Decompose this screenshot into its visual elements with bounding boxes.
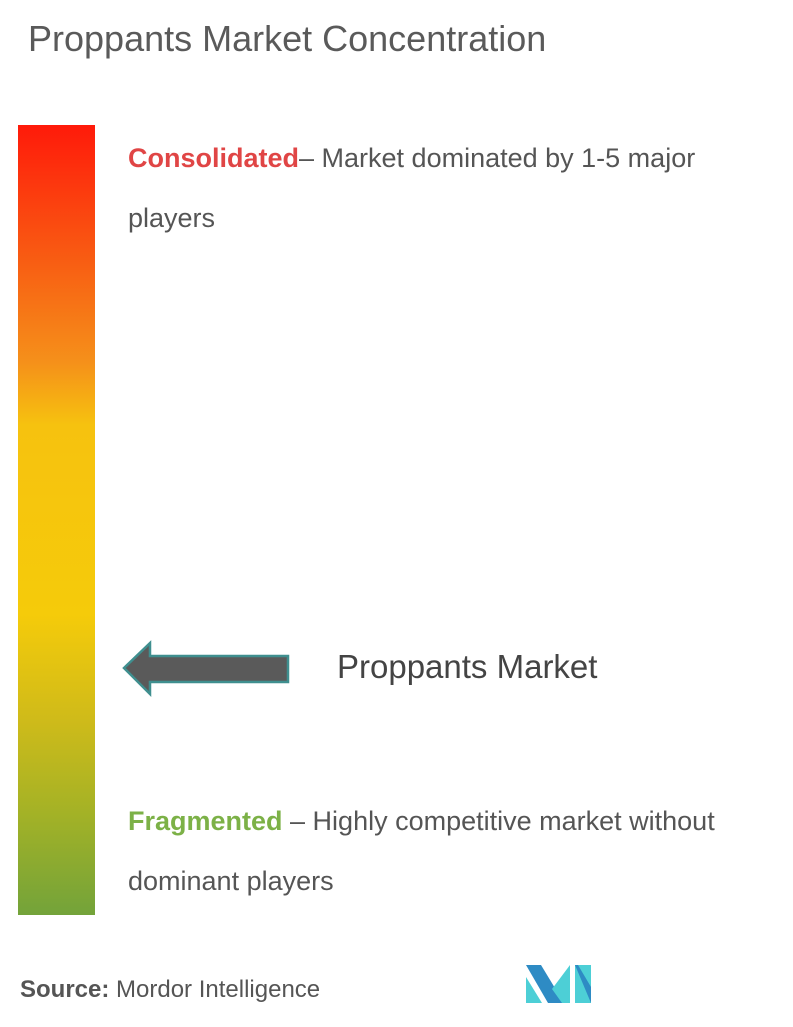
source-text: Mordor Intelligence [109,976,321,1003]
market-label: Proppants Market [337,648,598,685]
left-arrow-icon [122,640,290,698]
consolidated-description: Consolidated– Market dominated by 1-5 ma… [128,128,728,248]
concentration-gradient-bar [18,125,95,915]
page-title: Proppants Market Concentration [28,18,547,59]
fragmented-text: – Highly competitive market without domi… [128,806,715,896]
source-label: Source: [20,976,110,1003]
consolidated-text: – Market dominated by 1-5 major players [128,143,696,233]
consolidated-label: Consolidated [128,143,300,173]
fragmented-label: Fragmented [128,806,283,836]
source-line: Source: Mordor Intelligence [20,976,320,1004]
mordor-intelligence-logo [526,965,591,1003]
fragmented-description: Fragmented – Highly competitive market w… [128,791,728,911]
